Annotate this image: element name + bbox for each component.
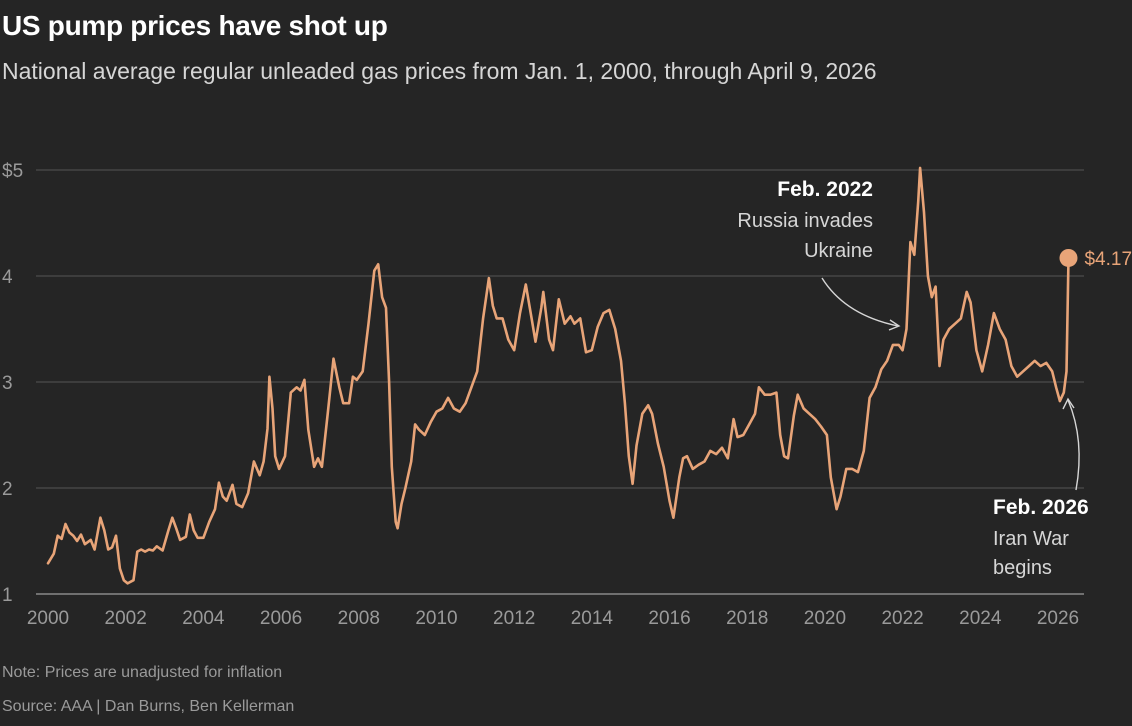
chart-subtitle: National average regular unleaded gas pr… — [2, 58, 877, 84]
chart-note: Note: Prices are unadjusted for inflatio… — [2, 664, 283, 681]
y-axis-ticks: $5 4 3 2 1 — [2, 161, 23, 606]
x-tick-label: 2018 — [726, 608, 768, 629]
annotation-ukraine-line2: Ukraine — [804, 240, 873, 262]
annotation-iran-date: Feb. 2026 — [993, 496, 1089, 519]
latest-price-label: $4.17 — [1084, 249, 1132, 270]
y-tick-label: 2 — [2, 479, 13, 500]
annotation-ukraine: Feb. 2022 Russia invades Ukraine — [737, 178, 901, 331]
price-series-line — [46, 166, 1070, 585]
x-tick-label: 2000 — [27, 608, 69, 629]
x-tick-label: 2014 — [571, 608, 614, 629]
annotation-ukraine-arrowhead — [888, 319, 901, 331]
x-tick-label: 2024 — [959, 608, 1002, 629]
x-tick-label: 2002 — [105, 608, 147, 629]
x-tick-label: 2020 — [804, 608, 846, 629]
annotation-iran-arrow — [1067, 399, 1080, 491]
annotation-ukraine-line1: Russia invades — [737, 210, 873, 232]
x-tick-label: 2010 — [415, 608, 457, 629]
x-tick-label: 2006 — [260, 608, 302, 629]
chart-source: Source: AAA | Dan Burns, Ben Kellerman — [2, 698, 295, 715]
x-tick-label: 2008 — [338, 608, 380, 629]
y-tick-label: $5 — [2, 161, 23, 182]
x-axis-ticks: 2000 2002 2004 2006 2008 2010 2012 2014 2016 2018… — [27, 608, 1079, 629]
annotation-iran-arrowhead — [1062, 397, 1075, 410]
x-tick-label: 2016 — [648, 608, 690, 629]
x-tick-label: 2026 — [1037, 608, 1079, 629]
annotation-iran-line1: Iran War — [993, 528, 1069, 550]
annotation-ukraine-date: Feb. 2022 — [777, 178, 873, 201]
latest-price-dot — [1059, 248, 1078, 267]
chart-title: US pump prices have shot up — [2, 10, 388, 41]
annotation-ukraine-arrow — [821, 277, 899, 327]
annotation-iran: Feb. 2026 Iran War begins — [993, 397, 1089, 579]
y-tick-label: 3 — [2, 373, 13, 394]
y-tick-label: 4 — [2, 267, 13, 288]
x-tick-label: 2004 — [182, 608, 225, 629]
x-tick-label: 2012 — [493, 608, 535, 629]
y-tick-label: 1 — [2, 585, 13, 606]
x-tick-label: 2022 — [881, 608, 923, 629]
annotation-iran-line2: begins — [993, 557, 1052, 579]
